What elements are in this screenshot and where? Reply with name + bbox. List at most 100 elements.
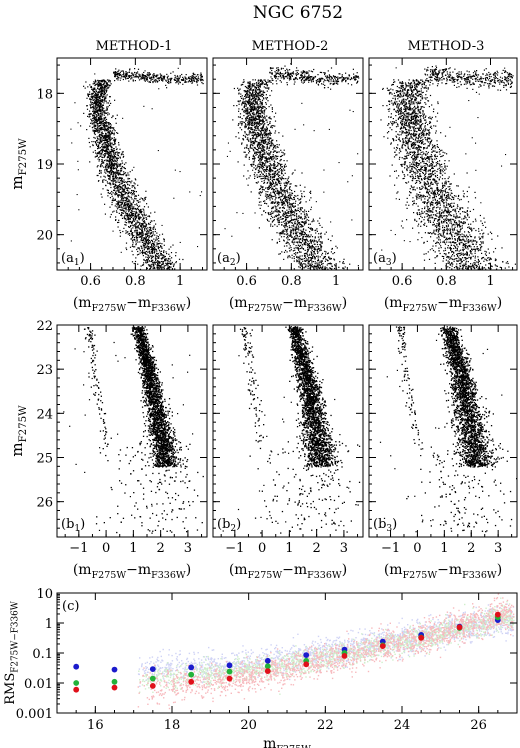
rms-series: [73, 611, 501, 693]
star-points: [63, 326, 204, 534]
x-tick-label: 1: [440, 541, 448, 556]
y-axis-label: mF275W: [8, 405, 29, 457]
figure-title: NGC 6752: [253, 3, 343, 23]
x-tick-label: 24: [394, 718, 411, 733]
y-tick-label: 23: [36, 363, 53, 378]
data-point: [494, 611, 501, 618]
method-label-3: METHOD-3: [408, 39, 485, 54]
panel-label: (b2): [217, 517, 241, 534]
x-tick-label: 3: [340, 541, 348, 556]
x-tick-label: 0.6: [236, 274, 257, 289]
data-point: [111, 684, 118, 691]
star-points: [222, 326, 361, 534]
x-tick-label: 2: [312, 541, 320, 556]
x-tick-label: 1: [285, 541, 293, 556]
x-tick-label: 3: [494, 541, 502, 556]
panel-label: (a1): [61, 251, 85, 268]
x-tick-label: 1: [332, 274, 340, 289]
rms-cloud: [137, 593, 515, 710]
x-tick-label: 0: [258, 541, 266, 556]
star-points: [380, 65, 516, 271]
cmd-panel-a3: 0.6 0.8 1 (a3) (mF275W−mF336W): [368, 57, 518, 314]
panel-label: (c): [62, 599, 79, 614]
x-axis-label: (mF275W−mF336W): [73, 295, 191, 314]
data-point: [188, 664, 195, 671]
x-axis-label: (mF275W−mF336W): [229, 562, 347, 581]
data-point: [149, 675, 156, 682]
x-tick-label: 0: [413, 541, 421, 556]
data-point: [111, 678, 118, 685]
x-tick-label: 22: [317, 718, 334, 733]
y-axis-label: RMSF275W−F336W: [3, 600, 21, 704]
data-point: [264, 668, 271, 674]
x-axis-label: mF275W: [263, 736, 311, 748]
x-tick-label: 0.6: [392, 274, 413, 289]
data-point: [226, 662, 233, 669]
x-tick-label: 18: [164, 718, 181, 733]
rms-panel: 16 18 20 22 24 26 0.001 0.01 0.1 1 10 (c) mF275W RMSF…: [3, 587, 518, 748]
data-point: [456, 624, 463, 631]
data-point: [73, 686, 80, 693]
plot-frame: [368, 324, 518, 538]
y-tick-label: 19: [36, 158, 53, 173]
x-tick-label: 3: [184, 541, 192, 556]
y-tick-label: 0.001: [16, 707, 53, 722]
panel-label: (a2): [217, 251, 241, 268]
data-point: [379, 643, 386, 649]
panel-label: (b3): [373, 517, 397, 534]
data-point: [341, 653, 348, 659]
x-tick-label: 0.6: [80, 274, 101, 289]
panel-label: (a3): [373, 251, 397, 268]
method-label-2: METHOD-2: [252, 39, 329, 54]
y-tick-label: 20: [36, 229, 53, 244]
cmd-row-a: 0.6 0.8 1 18 19 20 (a1) (mF275W−mF336W) 0.6 0.8 1 (…: [8, 57, 518, 314]
panel-label: (b1): [61, 517, 85, 534]
x-tick-label: 0: [102, 541, 110, 556]
y-tick-label: 0.1: [32, 647, 53, 662]
data-point: [149, 666, 156, 672]
x-tick-label: 2: [467, 541, 475, 556]
data-point: [226, 675, 233, 682]
data-point: [303, 652, 310, 658]
x-tick-label: 1: [129, 541, 137, 556]
x-tick-label: 2: [156, 541, 164, 556]
data-point: [264, 663, 271, 670]
y-tick-label: 10: [36, 587, 53, 602]
x-tick-label: 20: [240, 718, 257, 733]
cmd-panel-b3: −1 0 1 2 3 (b3) (mF275W−mF336W): [368, 324, 518, 581]
star-points: [379, 326, 518, 534]
data-point: [226, 668, 233, 675]
x-tick-label: 1: [486, 274, 494, 289]
data-point: [73, 680, 80, 686]
data-point: [303, 661, 310, 668]
x-tick-label: 26: [470, 718, 487, 733]
y-axis-label: mF275W: [8, 138, 29, 190]
y-tick-label: 0.01: [24, 677, 53, 692]
y-tick-label: 25: [36, 452, 53, 467]
data-point: [149, 683, 156, 689]
x-axis-label: (mF275W−mF336W): [73, 562, 191, 581]
y-tick-label: 1: [45, 617, 53, 632]
star-points: [224, 63, 360, 270]
data-point: [111, 666, 118, 673]
method-label-1: METHOD-1: [96, 39, 173, 54]
x-tick-label: 16: [87, 718, 104, 733]
data-point: [188, 678, 195, 685]
star-points: [70, 67, 204, 271]
data-point: [73, 663, 80, 670]
data-point: [418, 634, 425, 641]
plot-frame: [212, 324, 364, 538]
cmd-panel-a2: 0.6 0.8 1 (a2) (mF275W−mF336W): [212, 57, 364, 314]
cmd-panel-b2: −1 0 1 2 3 (b2) (mF275W−mF336W): [212, 324, 364, 581]
x-tick-label: 1: [176, 274, 184, 289]
x-tick-label: −1: [69, 541, 88, 556]
series-red: [73, 611, 501, 693]
plot-frame: [56, 324, 208, 538]
x-tick-label: 0.8: [281, 274, 302, 289]
x-tick-label: −1: [381, 541, 400, 556]
plot-frame: [368, 57, 518, 271]
data-point: [264, 657, 271, 664]
